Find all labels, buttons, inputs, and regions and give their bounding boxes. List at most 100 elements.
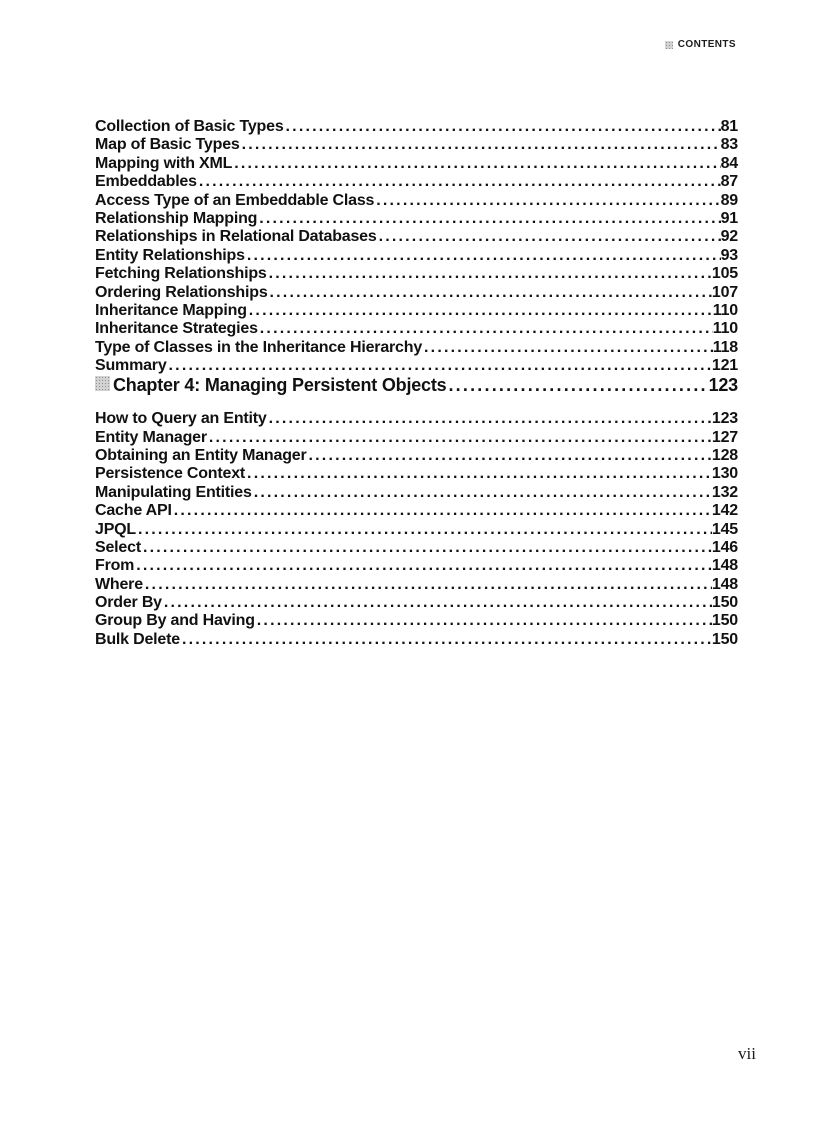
toc-entry-label: Manipulating Entities [95, 483, 252, 501]
toc-entry-label: Type of Classes in the Inheritance Hiera… [95, 338, 423, 356]
dot-leader: ........................................… [448, 375, 709, 396]
dot-leader: ........................................… [234, 154, 721, 172]
halftone-square-icon [95, 376, 110, 392]
toc-entry-page: 132 [711, 483, 738, 501]
toc-entry-label: Entity Relationships [95, 246, 245, 264]
toc-entry: Relationships in Relational Databases ..… [95, 228, 738, 246]
dot-leader: ........................................… [248, 301, 713, 319]
dot-leader: ........................................… [378, 228, 721, 246]
dot-leader: ........................................… [173, 502, 712, 520]
toc-entry: Chapter 4: Managing Persistent Objects .… [95, 375, 738, 396]
toc-entry-page: 83 [720, 136, 739, 154]
toc-entry-label: Fetching Relationships [95, 265, 267, 283]
dot-leader: ........................................… [256, 612, 712, 630]
dot-leader: ........................................… [285, 118, 721, 135]
toc-entry-label: Obtaining an Entity Manager [95, 446, 307, 464]
toc-entry-page: 127 [711, 428, 738, 446]
toc-entry: Type of Classes in the Inheritance Hiera… [95, 339, 738, 357]
dot-leader: ........................................… [136, 557, 712, 575]
dot-leader: ........................................… [144, 575, 712, 593]
toc-entry: Cache API ..............................… [95, 502, 738, 520]
toc-entry: How to Query an Entity .................… [95, 410, 738, 428]
dot-leader: ........................................… [247, 465, 712, 483]
dot-leader: ........................................… [424, 338, 713, 356]
toc-entry: From ...................................… [95, 557, 738, 575]
running-head-label: CONTENTS [677, 39, 736, 50]
dot-leader: ........................................… [198, 173, 721, 191]
toc-entry: Order By ...............................… [95, 594, 738, 612]
toc-entry-label: Relationship Mapping [95, 209, 258, 227]
toc-entry-page: 123 [708, 375, 739, 396]
toc-entry-page: 145 [711, 520, 738, 538]
dot-leader: ........................................… [241, 136, 721, 154]
toc-entry-label: Entity Manager [95, 428, 207, 446]
toc-entry-page: 148 [711, 575, 738, 593]
toc-entry: Summary ................................… [95, 357, 738, 375]
dot-leader: ........................................… [308, 446, 712, 464]
toc-entry: Mapping with XML .......................… [95, 155, 738, 173]
dot-leader: ........................................… [163, 594, 712, 612]
toc-entry-page: 81 [720, 118, 739, 135]
toc-entry-page: 92 [720, 228, 739, 246]
toc-entry: Access Type of an Embeddable Class .....… [95, 192, 738, 210]
page-number: vii [738, 1044, 756, 1063]
dot-leader: ........................................… [259, 320, 713, 338]
toc-entry-page: 146 [711, 538, 738, 556]
toc-entry-label: Embeddables [95, 173, 197, 191]
toc-entry-page: 123 [711, 410, 738, 428]
toc-entry: Map of Basic Types .....................… [95, 136, 738, 154]
toc-entry-label: Collection of Basic Types [95, 118, 284, 135]
toc-entry: Inheritance Strategies .................… [95, 320, 738, 338]
dot-leader: ........................................… [268, 410, 712, 428]
toc-entry-page: 105 [711, 265, 738, 283]
toc-entry-label: Inheritance Mapping [95, 301, 247, 319]
toc-entry-label: Map of Basic Types [95, 136, 240, 154]
toc-entry-page: 128 [711, 446, 738, 464]
toc-entry-label: Access Type of an Embeddable Class [95, 191, 375, 209]
toc-entry: Entity Manager .........................… [95, 429, 738, 447]
toc-entry-label: Group By and Having [95, 612, 255, 630]
toc-entry: Inheritance Mapping ....................… [95, 302, 738, 320]
toc-entry-page: 118 [712, 338, 738, 356]
toc-list: Collection of Basic Types ..............… [95, 118, 738, 649]
toc-entry-label: Where [95, 575, 143, 593]
toc-entry-label: Ordering Relationships [95, 283, 268, 301]
toc-entry-page: 107 [711, 283, 738, 301]
toc-entry: Entity Relationships ...................… [95, 247, 738, 265]
toc-entry-page: 148 [711, 557, 738, 575]
toc-entry-page: 150 [711, 612, 738, 630]
dot-leader: ........................................… [269, 283, 712, 301]
toc-entry-page: 84 [720, 154, 739, 172]
toc-entry-page: 93 [720, 246, 739, 264]
halftone-square-icon [664, 40, 673, 49]
page-header: CONTENTS [664, 39, 736, 50]
toc-entry: Relationship Mapping ...................… [95, 210, 738, 228]
dot-leader: ........................................… [376, 191, 720, 209]
toc-entry-page: 150 [711, 630, 738, 648]
toc-entry-label: JPQL [95, 520, 136, 538]
toc-entry: Bulk Delete ............................… [95, 631, 738, 649]
toc-entry-label: Summary [95, 357, 167, 375]
toc-entry-label: Relationships in Relational Databases [95, 228, 377, 246]
toc-entry-page: 87 [720, 173, 739, 191]
toc-entry: Where ..................................… [95, 576, 738, 594]
dot-leader: ........................................… [138, 520, 712, 538]
toc-entry-page: 89 [720, 191, 739, 209]
toc-entry-label: From [95, 557, 135, 575]
toc-entry-page: 110 [712, 320, 738, 338]
toc-entry: Ordering Relationships .................… [95, 284, 738, 302]
dot-leader: ........................................… [259, 209, 721, 227]
toc-entry-page: 142 [711, 502, 738, 520]
toc-entry-label: Mapping with XML [95, 154, 233, 172]
toc-entry-label: Persistence Context [95, 465, 246, 483]
toc-entry-label: How to Query an Entity [95, 410, 267, 428]
dot-leader: ........................................… [208, 428, 712, 446]
toc-entry-page: 150 [711, 594, 738, 612]
toc-entry: Group By and Having ....................… [95, 612, 738, 630]
toc-entry-label: Inheritance Strategies [95, 320, 258, 338]
toc-entry-label: Select [95, 538, 141, 556]
toc-entry: Select .................................… [95, 539, 738, 557]
toc-entry: Obtaining an Entity Manager ............… [95, 447, 738, 465]
toc-entry: Collection of Basic Types ..............… [95, 118, 738, 136]
toc-entry-page: 130 [711, 465, 738, 483]
